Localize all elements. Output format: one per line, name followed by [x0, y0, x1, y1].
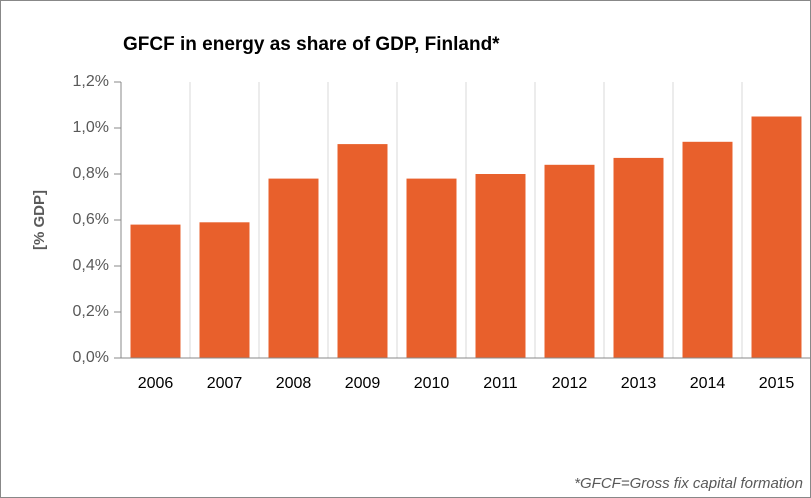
y-tick-label: 1,0%: [73, 119, 109, 136]
y-axis-label: [% GDP]: [31, 190, 48, 250]
x-tick-label: 2006: [138, 375, 174, 392]
bar: [337, 144, 388, 358]
x-tick-label: 2013: [621, 375, 657, 392]
bar: [682, 141, 733, 358]
footnote: *GFCF=Gross fix capital formation: [574, 475, 803, 492]
x-tick-label: 2012: [552, 375, 588, 392]
bar: [406, 178, 457, 358]
bar: [544, 164, 595, 358]
x-tick-label: 2015: [759, 375, 795, 392]
bar: [268, 178, 319, 358]
y-tick-label: 1,2%: [73, 73, 109, 90]
x-tick-label: 2010: [414, 375, 450, 392]
x-tick-label: 2007: [207, 375, 243, 392]
chart-title: GFCF in energy as share of GDP, Finland*: [123, 34, 500, 55]
x-tick-label: 2009: [345, 375, 381, 392]
y-tick-label: 0,0%: [73, 349, 109, 366]
y-tick-label: 0,4%: [73, 257, 109, 274]
bar: [199, 222, 250, 358]
x-tick-label: 2014: [690, 375, 726, 392]
bar: [475, 174, 526, 358]
x-tick-label: 2011: [483, 375, 518, 392]
y-tick-label: 0,8%: [73, 165, 109, 182]
bar: [130, 224, 181, 358]
bar: [613, 157, 664, 358]
x-tick-label: 2008: [276, 375, 312, 392]
y-tick-label: 0,2%: [73, 303, 109, 320]
y-tick-label: 0,6%: [73, 211, 109, 228]
bar: [751, 116, 802, 358]
